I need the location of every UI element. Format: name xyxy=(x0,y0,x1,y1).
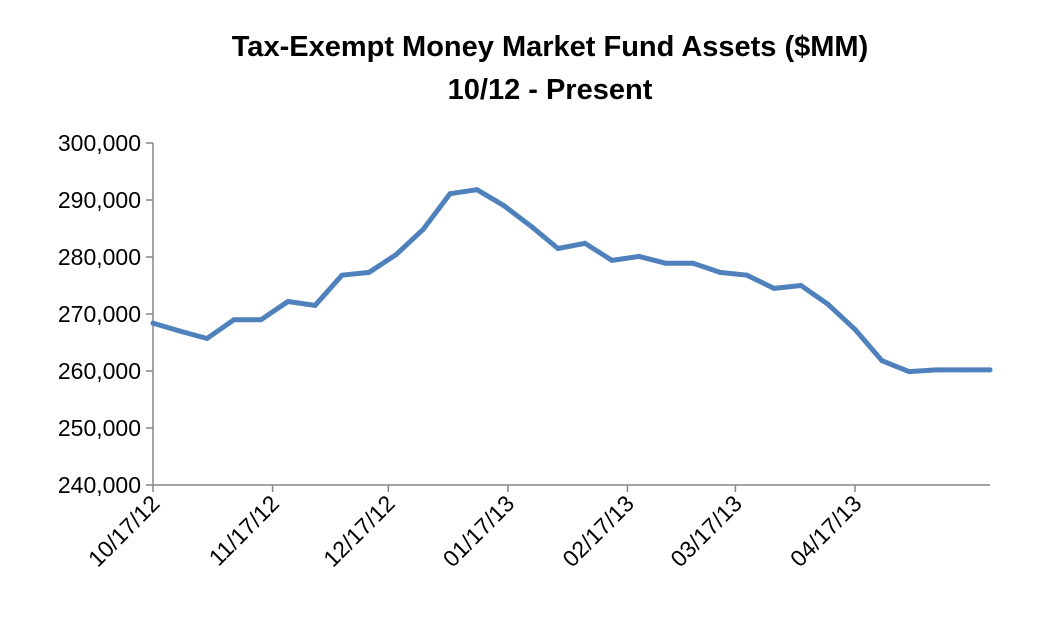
data-point xyxy=(555,246,561,251)
y-tick-label: 290,000 xyxy=(58,187,141,213)
y-tick-label: 280,000 xyxy=(58,244,141,270)
y-tick-label: 250,000 xyxy=(58,415,141,441)
data-point xyxy=(771,285,777,291)
x-tick-label: 02/17/13 xyxy=(557,490,639,572)
x-axis-tick-labels: 10/17/12 11/17/12 12/17/12 01/17/13 02/17/13… xyxy=(83,490,867,572)
data-point xyxy=(447,191,453,197)
x-tick-label: 04/17/13 xyxy=(785,490,867,572)
data-point xyxy=(906,369,912,375)
data-point xyxy=(690,260,696,266)
data-point xyxy=(852,326,858,332)
data-point xyxy=(609,257,615,263)
y-tick-label: 270,000 xyxy=(58,301,141,327)
x-tick-label: 11/17/12 xyxy=(204,490,284,570)
data-point xyxy=(987,367,993,373)
y-tick-label: 260,000 xyxy=(58,358,141,384)
data-point xyxy=(312,302,318,308)
y-axis-tick-labels: 240,000 250,000 260,000 270,000 280,000 290,0… xyxy=(58,130,141,498)
data-point xyxy=(663,260,669,266)
chart-title: Tax-Exempt Money Market Fund Assets ($MM… xyxy=(231,31,869,63)
data-point xyxy=(528,223,534,229)
y-tick-label: 300,000 xyxy=(58,130,141,156)
data-point xyxy=(339,272,345,278)
data-point xyxy=(393,252,399,258)
data-point xyxy=(582,240,588,246)
data-point xyxy=(933,367,939,373)
data-point xyxy=(798,283,804,288)
data-point xyxy=(150,320,156,326)
x-tick-label: 03/17/13 xyxy=(665,490,747,572)
data-point xyxy=(420,227,426,233)
x-tick-label: 10/17/12 xyxy=(83,490,165,572)
data-point xyxy=(960,367,966,373)
series-layer xyxy=(150,187,993,375)
data-point xyxy=(231,317,237,323)
data-point xyxy=(177,328,183,334)
data-point xyxy=(285,299,291,304)
series-line-0 xyxy=(150,187,993,375)
x-tick-label: 12/17/12 xyxy=(318,490,400,572)
data-point xyxy=(474,187,480,193)
data-point xyxy=(258,317,264,323)
data-point xyxy=(825,301,831,307)
chart-subtitle: 10/12 - Present xyxy=(447,74,653,106)
y-tick-label: 240,000 xyxy=(58,472,141,498)
data-point xyxy=(366,269,372,275)
data-point xyxy=(636,253,642,259)
data-point xyxy=(744,272,750,278)
data-point xyxy=(879,358,885,364)
axes-layer xyxy=(146,142,990,492)
data-point xyxy=(717,269,723,275)
data-point xyxy=(204,336,210,341)
data-point xyxy=(501,203,507,209)
x-tick-label: 01/17/13 xyxy=(438,490,520,572)
